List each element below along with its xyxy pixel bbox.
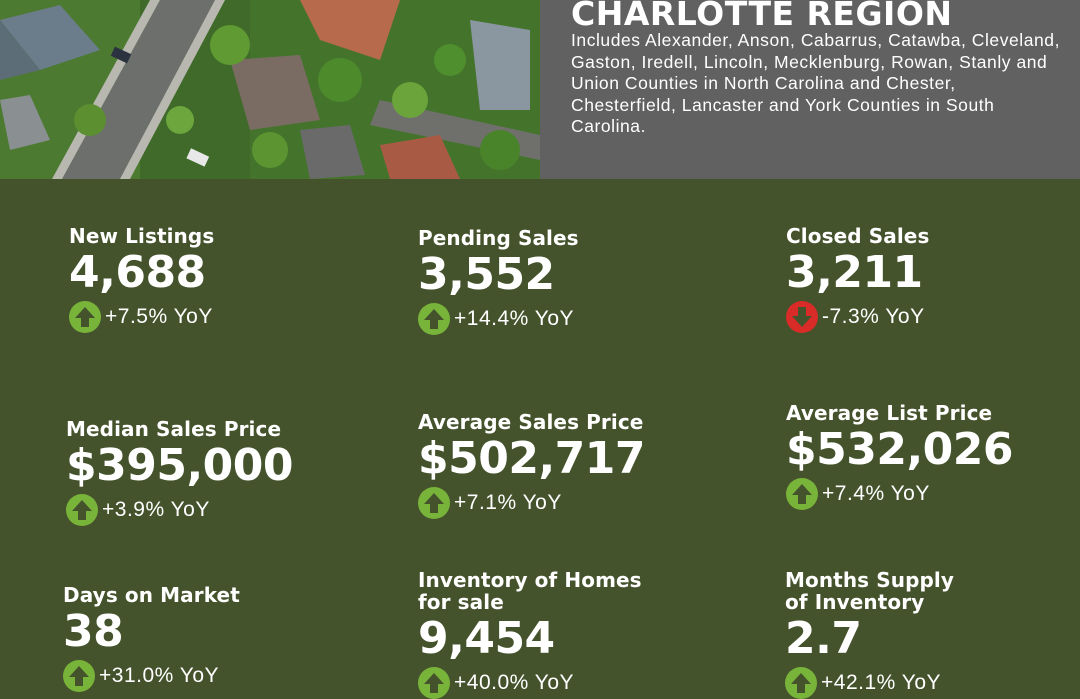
change-text: -7.3% YoY — [822, 305, 925, 328]
arrow-up-icon — [785, 667, 817, 699]
stat-days-on-market: Days on Market 38 +31.0% YoY — [63, 584, 240, 692]
stat-label: Average List Price — [786, 401, 993, 425]
stat-label: Days on Market — [63, 583, 240, 607]
stat-change: +3.9% YoY — [66, 494, 293, 526]
stat-new-listings: New Listings 4,688 +7.5% YoY — [69, 225, 214, 333]
stat-median-sales-price: Median Sales Price $395,000 +3.9% YoY — [66, 417, 294, 526]
stat-value: 9,454 — [418, 613, 555, 664]
stat-change: +14.4% YoY — [418, 303, 579, 335]
region-panel: CHARLOTTE REGION Includes Alexander, Ans… — [540, 0, 1080, 179]
arrow-up-icon — [63, 660, 95, 692]
stat-change: +7.4% YoY — [786, 478, 1013, 510]
stat-pending-sales: Pending Sales 3,552 +14.4% YoY — [418, 227, 579, 335]
arrow-up-icon — [418, 667, 450, 699]
change-text: +14.4% YoY — [454, 307, 575, 330]
change-text: +7.4% YoY — [822, 482, 930, 505]
change-text: +3.9% YoY — [102, 498, 210, 521]
stat-inventory-of-homes: Inventory of Homes for sale 9,454 +40.0%… — [418, 569, 642, 699]
stat-value: $532,026 — [786, 424, 1014, 475]
region-title: CHARLOTTE REGION — [571, 0, 953, 33]
stat-months-supply: Months Supply of Inventory 2.7 +42.1% Yo… — [785, 569, 954, 699]
stat-value: 2.7 — [785, 613, 862, 664]
arrow-up-icon — [418, 487, 450, 519]
arrow-up-icon — [69, 301, 101, 333]
stat-label: Average Sales Price — [418, 410, 644, 434]
stat-closed-sales: Closed Sales 3,211 -7.3% YoY — [786, 225, 929, 333]
stat-value: 38 — [63, 606, 124, 657]
change-text: +7.5% YoY — [105, 305, 213, 328]
stat-change: +7.5% YoY — [69, 301, 214, 333]
aerial-neighborhood-photo — [0, 0, 540, 179]
arrow-up-icon — [786, 478, 818, 510]
stat-label-line-2: for sale — [418, 590, 504, 614]
stat-average-list-price: Average List Price $532,026 +7.4% YoY — [786, 401, 1014, 510]
arrow-up-icon — [66, 494, 98, 526]
stat-label: New Listings — [69, 224, 215, 248]
region-description: Includes Alexander, Anson, Cabarrus, Cat… — [571, 30, 1060, 137]
stat-average-sales-price: Average Sales Price $502,717 +7.1% YoY — [418, 410, 646, 519]
change-text: +31.0% YoY — [99, 664, 220, 687]
stat-value: $395,000 — [66, 440, 294, 491]
arrow-up-icon — [418, 303, 450, 335]
stat-label: Closed Sales — [786, 224, 930, 248]
stat-label: Median Sales Price — [66, 417, 282, 441]
stat-label: Pending Sales — [418, 226, 579, 250]
stat-label-line-2: of Inventory — [785, 590, 925, 614]
stat-value: 4,688 — [69, 247, 206, 298]
stat-change: +42.1% YoY — [785, 667, 954, 699]
stat-change: -7.3% YoY — [786, 301, 929, 333]
arrow-down-icon — [786, 301, 818, 333]
stat-value: 3,211 — [786, 247, 923, 298]
stat-change: +7.1% YoY — [418, 487, 645, 519]
stat-value: $502,717 — [418, 433, 646, 484]
stat-label-line-1: Months Supply — [785, 568, 955, 592]
stat-value: 3,552 — [418, 249, 555, 300]
change-text: +7.1% YoY — [454, 491, 562, 514]
stat-change: +40.0% YoY — [418, 667, 642, 699]
stat-change: +31.0% YoY — [63, 660, 240, 692]
stat-label-line-1: Inventory of Homes — [418, 568, 642, 592]
